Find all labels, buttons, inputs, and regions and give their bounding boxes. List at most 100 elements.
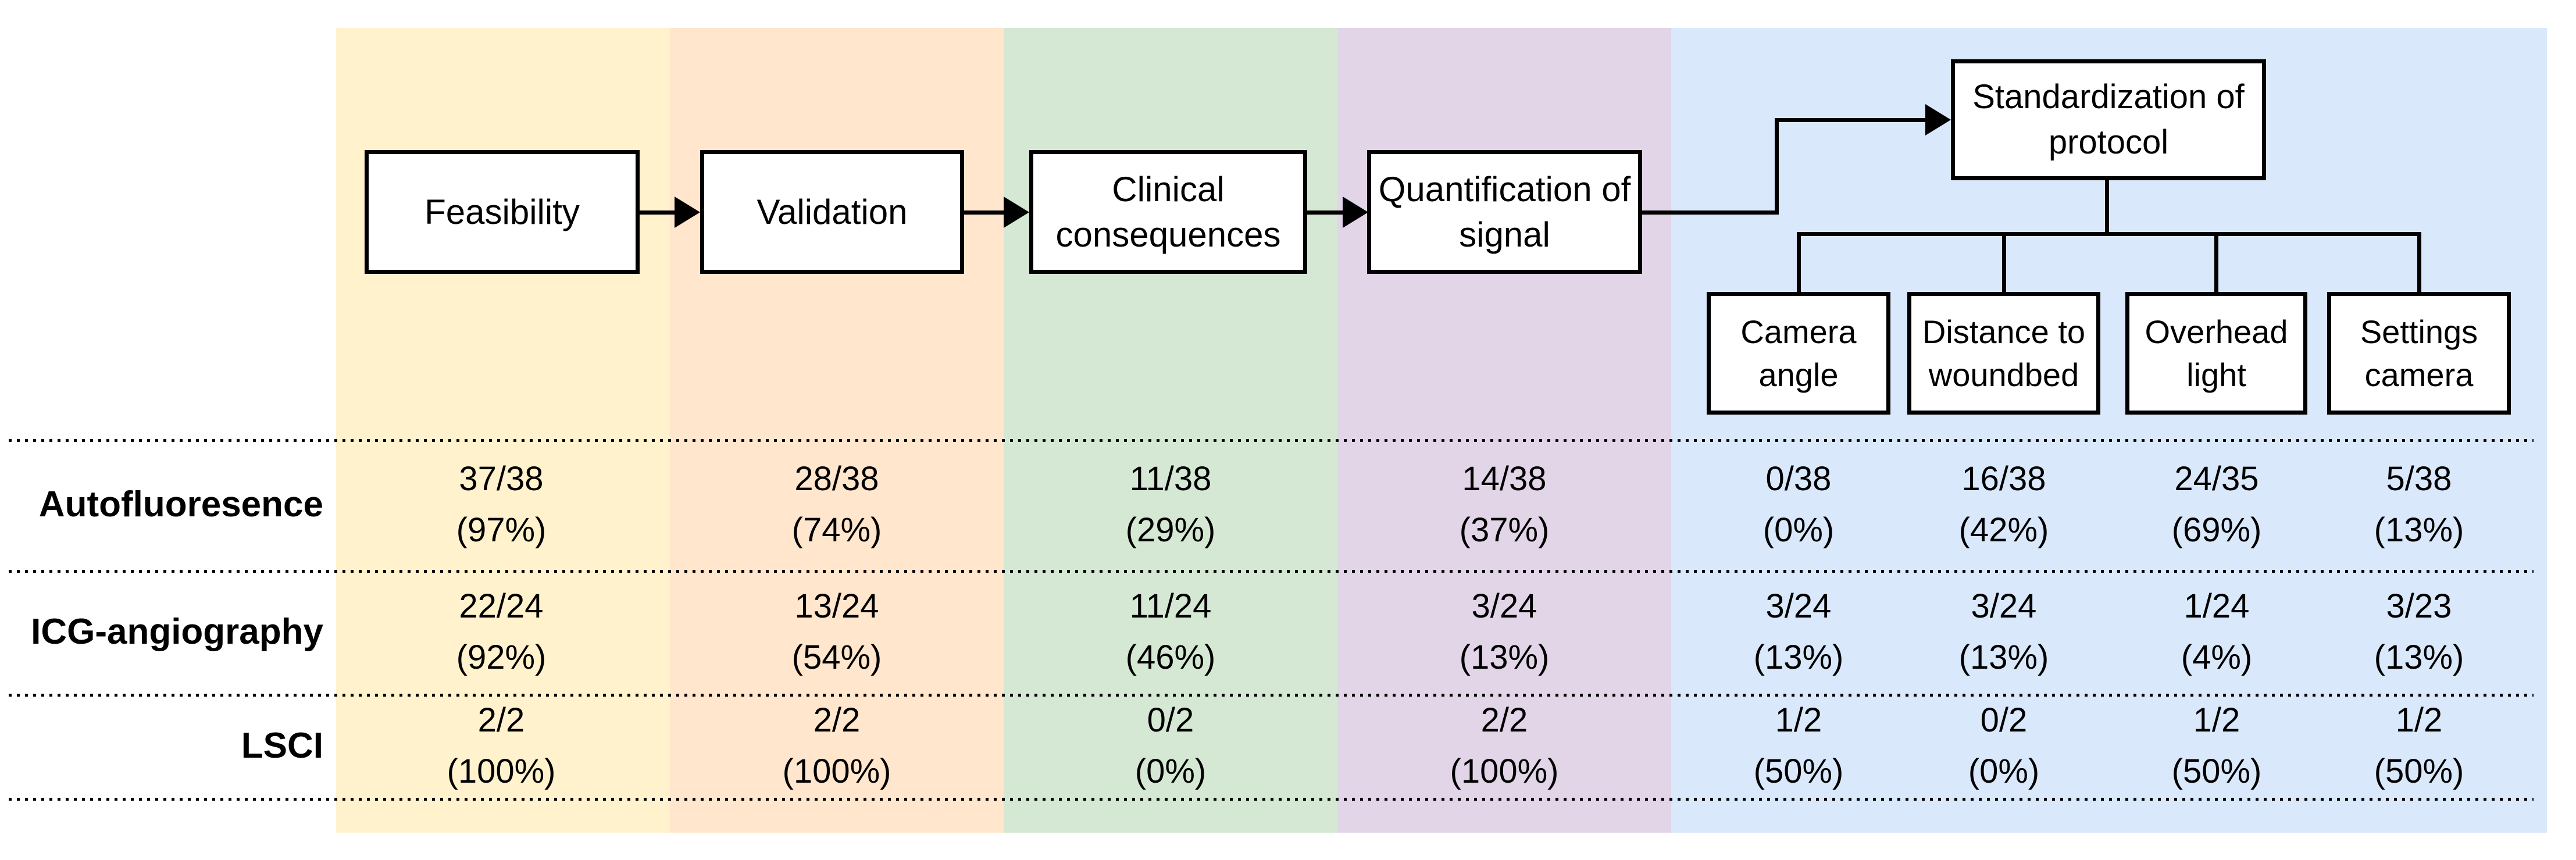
percent-text: (50%) xyxy=(2374,752,2464,790)
fraction-text: 11/24 xyxy=(1129,587,1212,625)
tree-stub-overhead-light xyxy=(2214,232,2218,292)
factor-box-settings-camera: Settings camera xyxy=(2327,292,2511,415)
fraction-text: 3/24 xyxy=(1765,587,1832,625)
stage-label-clinical-consequences: Clinical consequences xyxy=(1055,169,1281,254)
fraction-text: 3/24 xyxy=(1971,587,2037,625)
fraction-text: 37/38 xyxy=(459,459,544,498)
percent-text: (74%) xyxy=(791,511,882,549)
row-label-autofluoresence: Autofluoresence xyxy=(38,484,323,524)
tree-branch-line xyxy=(1797,232,2421,236)
flow-arrow-2-line xyxy=(964,210,1006,215)
percent-text: (0%) xyxy=(1134,752,1207,790)
flow-arrow-3-line xyxy=(1307,210,1344,215)
table-cell: 1/24 (4%) xyxy=(2118,570,2315,694)
percent-text: (54%) xyxy=(791,638,882,676)
row-separator-3 xyxy=(9,694,2534,697)
fraction-text: 2/2 xyxy=(477,701,525,739)
fraction-text: 3/24 xyxy=(1471,587,1537,625)
table-cell: 0/2 (0%) xyxy=(1072,694,1269,798)
fraction-text: 1/2 xyxy=(1775,701,1822,739)
table-cell: 13/24 (54%) xyxy=(738,570,936,694)
table-cell: 3/24 (13%) xyxy=(1905,570,2103,694)
percent-text: (13%) xyxy=(1753,638,1844,676)
row-separator-1 xyxy=(9,439,2534,442)
elbow-connector-lower-line xyxy=(1642,210,1778,215)
table-cell: 0/2 (0%) xyxy=(1905,694,2103,798)
table-cell: 22/24 (92%) xyxy=(402,570,600,694)
table-cell: 2/2 (100%) xyxy=(738,694,936,798)
percent-text: (13%) xyxy=(1958,638,2049,676)
fraction-text: 0/38 xyxy=(1765,459,1832,498)
fraction-text: 1/2 xyxy=(2193,701,2240,739)
fraction-text: 11/38 xyxy=(1129,459,1212,498)
percent-text: (0%) xyxy=(1762,511,1835,549)
stage-box-quantification: Quantification of signal xyxy=(1367,150,1642,274)
table-cell: 2/2 (100%) xyxy=(1405,694,1603,798)
table-cell: 1/2 (50%) xyxy=(2320,694,2518,798)
table-cell: 5/38 (13%) xyxy=(2320,439,2518,570)
tree-stub-settings-camera xyxy=(2417,232,2421,292)
flow-arrow-1-line xyxy=(640,210,680,215)
tree-stub-distance-woundbed xyxy=(2002,232,2006,292)
factor-box-camera-angle: Camera angle xyxy=(1707,292,1890,415)
fraction-text: 2/2 xyxy=(1480,701,1528,739)
table-cell: 37/38 (97%) xyxy=(402,439,600,570)
fraction-text: 14/38 xyxy=(1462,459,1547,498)
flow-arrow-3-head-icon xyxy=(1343,197,1368,228)
table-cell: 11/38 (29%) xyxy=(1072,439,1269,570)
percent-text: (13%) xyxy=(1459,638,1550,676)
factor-box-overhead-light: Overhead light xyxy=(2125,292,2307,415)
elbow-connector-upper-line xyxy=(1775,118,1926,122)
percent-text: (29%) xyxy=(1125,511,1216,549)
tree-trunk-line xyxy=(2105,180,2109,236)
table-cell: 3/24 (13%) xyxy=(1405,570,1603,694)
percent-text: (42%) xyxy=(1958,511,2049,549)
factor-label-camera-angle: Camera angle xyxy=(1740,313,1857,393)
factor-box-distance-woundbed: Distance to woundbed xyxy=(1907,292,2100,415)
percent-text: (97%) xyxy=(456,511,547,549)
fraction-text: 16/38 xyxy=(1961,459,2046,498)
percent-text: (0%) xyxy=(1968,752,2040,790)
flow-arrow-1-head-icon xyxy=(675,197,700,228)
stage-box-clinical-consequences: Clinical consequences xyxy=(1029,150,1307,274)
protocol-title: Standardization of protocol xyxy=(1972,78,2245,161)
percent-text: (13%) xyxy=(2374,511,2464,549)
percent-text: (50%) xyxy=(1753,752,1844,790)
row-separator-4 xyxy=(9,798,2534,801)
fraction-text: 1/2 xyxy=(2395,701,2443,739)
stage-label-feasibility: Feasibility xyxy=(424,192,580,231)
fraction-text: 2/2 xyxy=(813,701,861,739)
fraction-text: 13/24 xyxy=(794,587,879,625)
table-cell: 1/2 (50%) xyxy=(1700,694,1897,798)
percent-text: (92%) xyxy=(456,638,547,676)
flow-arrow-2-head-icon xyxy=(1004,197,1029,228)
fraction-text: 3/23 xyxy=(2386,587,2452,625)
percent-text: (13%) xyxy=(2374,638,2464,676)
stage-label-quantification: Quantification of signal xyxy=(1378,169,1631,254)
table-cell: 1/2 (50%) xyxy=(2118,694,2315,798)
table-cell: 28/38 (74%) xyxy=(738,439,936,570)
fraction-text: 0/2 xyxy=(1980,701,2028,739)
percent-text: (50%) xyxy=(2171,752,2262,790)
elbow-connector-vertical-line xyxy=(1775,118,1779,215)
fraction-text: 22/24 xyxy=(459,587,544,625)
fraction-text: 1/24 xyxy=(2183,587,2250,625)
fraction-text: 28/38 xyxy=(794,459,879,498)
table-cell: 24/35 (69%) xyxy=(2118,439,2315,570)
stage-box-feasibility: Feasibility xyxy=(365,150,640,274)
elbow-connector-arrow-head-icon xyxy=(1925,104,1951,135)
stage-box-validation: Validation xyxy=(700,150,964,274)
factor-label-settings-camera: Settings camera xyxy=(2360,313,2478,393)
factor-label-overhead-light: Overhead light xyxy=(2145,313,2288,393)
fraction-text: 24/35 xyxy=(2174,459,2259,498)
table-cell: 2/2 (100%) xyxy=(402,694,600,798)
row-label-lsci: LSCI xyxy=(241,726,323,766)
fraction-text: 0/2 xyxy=(1147,701,1194,739)
percent-text: (100%) xyxy=(1450,752,1559,790)
percent-text: (4%) xyxy=(2181,638,2253,676)
percent-text: (69%) xyxy=(2171,511,2262,549)
table-cell: 3/23 (13%) xyxy=(2320,570,2518,694)
row-label-icg-angiography: ICG-angiography xyxy=(31,612,323,652)
percent-text: (100%) xyxy=(782,752,891,790)
